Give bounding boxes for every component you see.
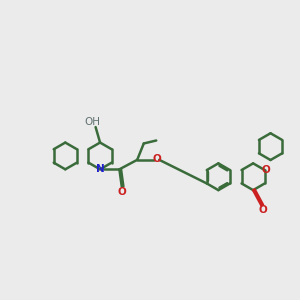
Text: N: N — [96, 164, 104, 174]
Text: O: O — [262, 165, 271, 175]
Text: OH: OH — [85, 117, 101, 127]
Text: O: O — [117, 187, 126, 197]
Text: O: O — [152, 154, 161, 164]
Text: O: O — [259, 205, 267, 215]
